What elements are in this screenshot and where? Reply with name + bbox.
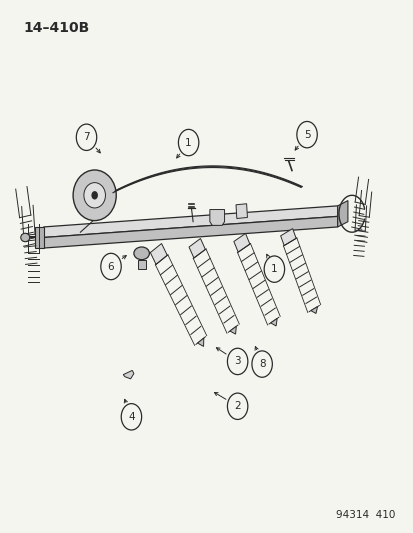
Circle shape [100,253,121,280]
Circle shape [121,403,141,430]
Text: 8: 8 [258,359,265,369]
Polygon shape [280,229,295,246]
Polygon shape [123,370,133,379]
Circle shape [227,348,247,375]
Polygon shape [233,233,249,252]
Circle shape [252,351,272,377]
Circle shape [296,122,316,148]
Polygon shape [337,200,347,227]
Polygon shape [197,338,203,346]
Polygon shape [209,209,224,225]
Text: 6: 6 [107,262,114,271]
Text: 7: 7 [83,132,90,142]
Polygon shape [36,227,43,248]
Text: 4: 4 [128,412,134,422]
Circle shape [227,393,247,419]
Polygon shape [270,318,276,326]
Text: 1: 1 [271,264,277,274]
Ellipse shape [133,247,149,260]
Text: 94314  410: 94314 410 [335,510,394,520]
Ellipse shape [21,233,30,241]
Polygon shape [235,204,247,219]
Circle shape [178,130,198,156]
Polygon shape [189,238,205,258]
Circle shape [91,191,98,199]
Circle shape [76,124,97,150]
Ellipse shape [73,170,116,221]
Text: 3: 3 [234,357,240,367]
Polygon shape [310,306,317,313]
Ellipse shape [84,183,105,208]
Polygon shape [137,260,145,269]
Polygon shape [43,216,337,248]
Circle shape [263,256,284,282]
Text: 1: 1 [185,138,192,148]
Polygon shape [43,206,337,238]
Text: 14–410B: 14–410B [23,21,89,35]
Text: 2: 2 [234,401,240,411]
Polygon shape [150,244,167,264]
Text: 5: 5 [303,130,310,140]
Polygon shape [229,326,236,334]
